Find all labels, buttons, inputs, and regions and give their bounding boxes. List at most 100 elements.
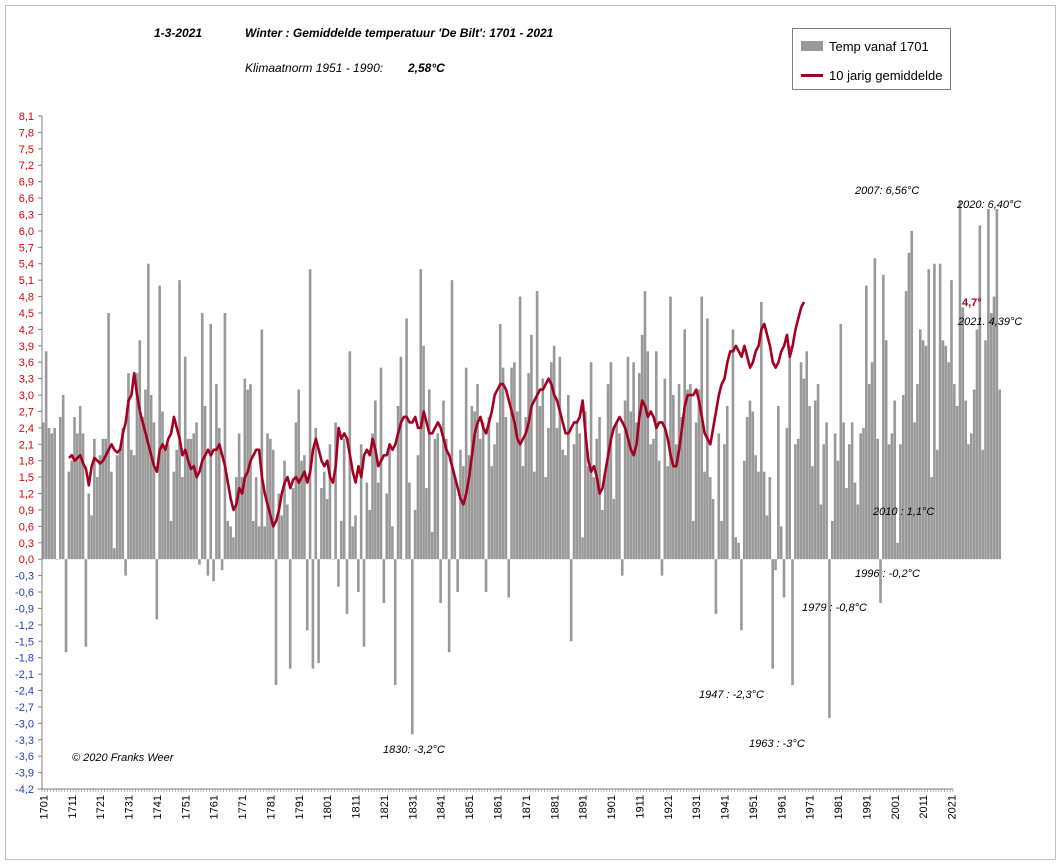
bar-1702 (44, 351, 48, 560)
bar-1805 (337, 559, 340, 587)
bar-1759 (206, 559, 210, 576)
x-tick-label: 1981 (833, 795, 845, 819)
annotation-1996: 1996 : -0,2°C (855, 568, 920, 580)
bar-1871 (524, 416, 528, 560)
bar-1859 (490, 466, 494, 560)
bar-1774 (249, 384, 252, 560)
bar-1741 (155, 559, 159, 620)
bar-1848 (459, 449, 462, 560)
bar-1957 (768, 477, 772, 560)
bar-1803 (331, 559, 335, 560)
legend-label-line: 10 jarig gemiddelde (829, 67, 943, 83)
bar-1815 (365, 482, 369, 560)
bar-1938 (714, 559, 718, 614)
bar-1918 (657, 460, 661, 560)
bar-1771 (240, 477, 244, 560)
bar-1889 (575, 422, 579, 560)
bar-1866 (510, 367, 513, 560)
bar-1910 (635, 422, 638, 560)
y-tick-label: 6,6 (19, 193, 34, 205)
bar-1756 (198, 559, 201, 565)
bar-1984 (845, 488, 848, 560)
bar-1974 (816, 384, 820, 560)
bar-1851 (467, 455, 471, 560)
bar-1814 (362, 559, 366, 647)
annotation-1947: 1947 : -2,3°C (699, 689, 764, 701)
x-tick-label: 1821 (379, 795, 391, 819)
bar-1786 (283, 460, 286, 560)
annotation-1979: 1979 : -0,8°C (802, 602, 867, 614)
bar-1887 (569, 559, 573, 642)
bar-1728 (118, 449, 122, 560)
bar-1998 (884, 340, 888, 560)
bar-2032 (981, 449, 984, 560)
bar-1904 (618, 433, 621, 560)
bar-1962 (782, 559, 786, 598)
bar-1751 (183, 356, 187, 560)
copyright-label: © 2020 Franks Weer (72, 752, 175, 764)
bar-series (42, 200, 1002, 735)
bar-1934 (703, 471, 706, 560)
bar-1941 (723, 444, 726, 560)
bar-1865 (507, 559, 511, 598)
bar-1708 (61, 395, 65, 560)
bar-1839 (433, 438, 437, 560)
bar-1821 (382, 559, 386, 603)
bar-1965 (791, 559, 794, 686)
bar-1840 (436, 433, 440, 560)
bar-1780 (266, 433, 269, 560)
bar-2006 (907, 252, 911, 560)
y-tick-label: -1,5 (15, 636, 34, 648)
bar-1737 (144, 389, 147, 560)
bar-1986 (850, 422, 854, 560)
bar-1922 (669, 296, 672, 560)
legend-swatch-line (801, 73, 823, 77)
bar-1973 (813, 400, 817, 560)
bar-1951 (751, 411, 755, 560)
bar-1749 (178, 280, 181, 560)
y-tick-label: 7,2 (19, 160, 34, 172)
bar-1875 (535, 291, 539, 560)
bar-1710 (67, 471, 71, 560)
bar-1841 (439, 559, 442, 603)
bar-1736 (141, 416, 144, 560)
bar-1996 (879, 559, 882, 603)
legend-swatch-bars (801, 41, 823, 51)
y-tick-label: 5,1 (19, 275, 34, 287)
bar-1785 (280, 515, 283, 560)
x-tick-label: 1721 (95, 795, 107, 819)
x-tick-label: 1711 (67, 795, 79, 819)
bar-1950 (748, 400, 752, 560)
bar-1939 (717, 433, 721, 560)
x-tick-label: 2001 (890, 795, 902, 819)
bar-1778 (260, 329, 264, 560)
bar-1857 (484, 559, 488, 593)
bar-1869 (518, 296, 522, 560)
bar-1833 (416, 455, 420, 560)
y-tick-label: 5,7 (19, 242, 34, 254)
bar-1993 (870, 362, 874, 560)
bar-1919 (660, 559, 664, 576)
bar-1861 (496, 422, 499, 560)
bar-1944 (731, 329, 735, 560)
bar-2035 (989, 312, 993, 560)
bar-1762 (215, 384, 218, 560)
annotation-1830: 1830: -3,2°C (383, 744, 445, 756)
bar-1931 (694, 422, 698, 560)
bar-1961 (779, 526, 783, 560)
bar-1812 (357, 559, 360, 593)
bar-1983 (842, 422, 845, 560)
bar-1883 (558, 356, 562, 560)
bar-1799 (320, 488, 323, 560)
bar-1834 (419, 269, 423, 560)
bar-1882 (555, 427, 559, 560)
bar-1800 (322, 471, 326, 560)
bar-1966 (794, 444, 797, 560)
bar-1783 (274, 559, 278, 686)
y-tick-label: 4,2 (19, 324, 34, 336)
x-tick-label: 1861 (493, 795, 505, 819)
bar-2012 (924, 345, 928, 560)
bar-1906 (623, 400, 627, 560)
bar-1928 (686, 389, 689, 560)
bar-1873 (530, 334, 533, 560)
